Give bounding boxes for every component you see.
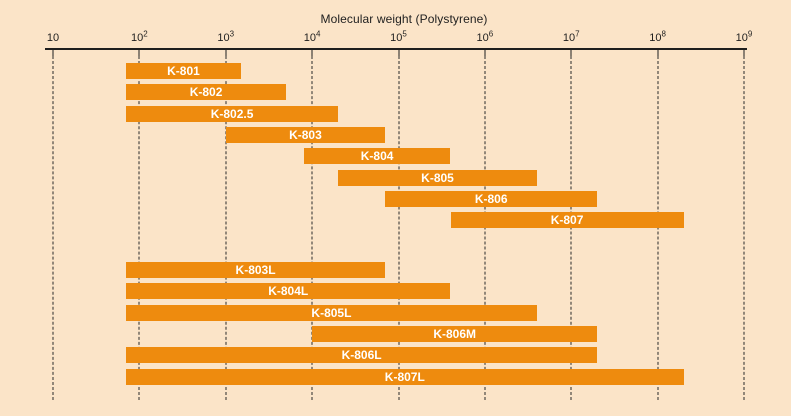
range-bar-k-801: K-801 (125, 63, 241, 79)
axis-tick-mark (52, 50, 54, 56)
axis-tick-mark (657, 50, 659, 56)
axis-tick-mark (484, 50, 486, 56)
range-bar-k-805l: K-805L (125, 304, 537, 321)
axis-tick-mark (138, 50, 140, 56)
axis-tick-label-10e7: 107 (562, 29, 580, 44)
gridline-10e2 (138, 56, 140, 400)
x-axis-tick-marks (52, 0, 745, 416)
range-bar-k-805: K-805 (338, 169, 537, 186)
axis-tick-label-10e6: 106 (476, 29, 494, 44)
bars: K-801 K-802 K-802.5 K-803 K-804 K-805 K-806 K-8… (53, 0, 744, 416)
range-bar-label: K-802.5 (210, 106, 254, 121)
gridline-10e4 (311, 56, 313, 400)
chart-title: Molecular weight (Polystyrene) (320, 12, 488, 26)
range-bar-k-804l: K-804L (125, 283, 451, 300)
axis-tick-label-10e2: 102 (131, 29, 148, 44)
range-bar-label: K-801 (167, 64, 200, 78)
range-bar-k-804: K-804 (303, 148, 451, 165)
range-bar-label: K-806 (474, 191, 508, 206)
axis-tick-label-10e5: 105 (390, 29, 407, 44)
axis-tick-label-10e4: 104 (303, 29, 321, 44)
gridline-10e9 (743, 56, 745, 400)
gridline-10e5 (398, 56, 399, 400)
range-bar-k-807l: K-807L (125, 368, 684, 385)
axis-tick-label-10e3: 103 (217, 29, 235, 44)
axis-tick-mark (743, 50, 745, 56)
axis-tick-label-10e9: 109 (735, 29, 753, 44)
axis-tick-mark (311, 50, 313, 56)
range-bar-k-802: K-802 (125, 84, 287, 101)
range-bar-k-806l: K-806L (125, 347, 598, 364)
range-bar-label: K-806M (433, 326, 477, 341)
axis-tick-label-10e8: 108 (649, 29, 666, 44)
range-bar-k-803: K-803 (225, 126, 386, 143)
x-axis-line (45, 48, 747, 50)
axis-tick-mark (398, 50, 399, 56)
range-bar-label: K-806L (341, 348, 382, 363)
axis-tick-mark (570, 50, 572, 56)
axis-tick-label-10e1: 10 (46, 32, 60, 44)
gridline-10e3 (225, 56, 227, 400)
range-bar-k-802.5: K-802.5 (125, 105, 339, 122)
range-bar-k-803l: K-803L (125, 262, 386, 278)
axis-tick-mark (225, 50, 227, 56)
range-bar-label: K-803 (289, 127, 322, 142)
range-bar-label: K-802 (189, 85, 223, 100)
range-bar-k-807: K-807 (450, 212, 684, 229)
range-bar-label: K-804 (360, 149, 394, 164)
range-bar-label: K-807 (550, 213, 584, 228)
range-bar-label: K-805L (311, 305, 352, 320)
range-bar-label: K-807L (384, 369, 425, 384)
range-bar-label: K-804L (268, 284, 309, 299)
range-bar-label: K-803L (235, 263, 276, 277)
gridline-10e1 (52, 56, 54, 400)
x-axis-tick-labels: 10 102 103 104 105 106 107 108 109 (47, 0, 752, 416)
range-bar-label: K-805 (421, 170, 454, 185)
range-bar-k-806: K-806 (385, 190, 598, 207)
range-bar-k-806m: K-806M (312, 325, 598, 342)
